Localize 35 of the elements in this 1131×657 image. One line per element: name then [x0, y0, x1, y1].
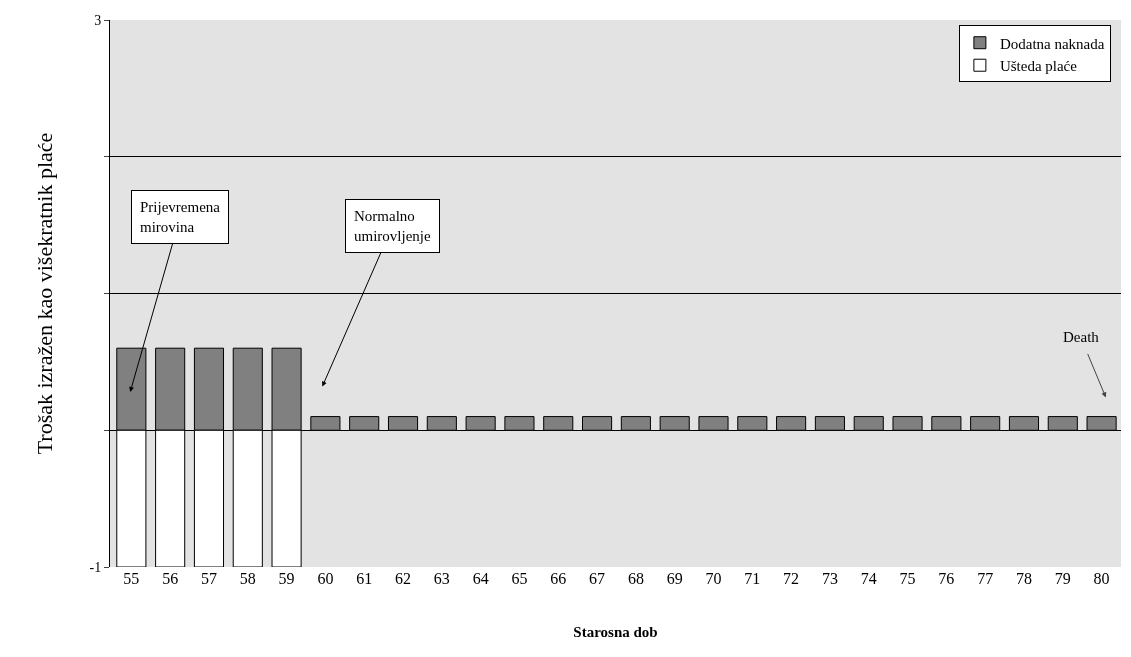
x-tick-label: 77: [977, 570, 994, 587]
x-tick-label: 64: [472, 570, 489, 587]
x-tick-label: 79: [1054, 570, 1071, 587]
x-tick-label: 72: [783, 570, 800, 587]
x-tick-label: 71: [744, 570, 761, 587]
y-tick-label: 3: [94, 12, 102, 28]
legend-label: Ušteda plaće: [999, 58, 1078, 75]
x-tick-label: 66: [550, 570, 567, 587]
x-tick-label: 55: [123, 570, 140, 587]
y-tick-label: -1: [89, 559, 102, 575]
x-tick-label: 62: [395, 570, 412, 587]
x-tick-label: 75: [899, 570, 916, 587]
x-tick-label: 57: [200, 570, 217, 587]
x-tick-label: 59: [278, 570, 295, 587]
x-tick-label: 58: [239, 570, 256, 587]
x-tick-label: 61: [356, 570, 373, 587]
annotation: Normalno umirovljenje: [354, 208, 431, 244]
x-axis-title: Starosna dob: [573, 624, 658, 640]
x-tick-label: 60: [317, 570, 334, 587]
x-tick-label: 80: [1093, 570, 1110, 587]
x-tick-label: 67: [589, 570, 606, 587]
annotation: Prijevremena mirovina: [140, 199, 221, 235]
x-tick-label: 70: [705, 570, 722, 587]
x-tick-label: 74: [860, 570, 877, 587]
x-tick-label: 73: [821, 570, 838, 587]
x-tick-label: 76: [938, 570, 955, 587]
y-axis-title: Trošak izražen kao višekratnik plaće: [32, 132, 58, 455]
legend-label: Dodatna naknada: [999, 35, 1105, 52]
annotation: Death: [1063, 329, 1100, 345]
x-tick-label: 78: [1015, 570, 1032, 587]
x-tick-label: 65: [511, 570, 528, 587]
x-tick-label: 68: [627, 570, 644, 587]
x-tick-label: 56: [162, 570, 179, 587]
x-tick-label: 63: [433, 570, 450, 587]
x-tick-label: 69: [666, 570, 683, 587]
